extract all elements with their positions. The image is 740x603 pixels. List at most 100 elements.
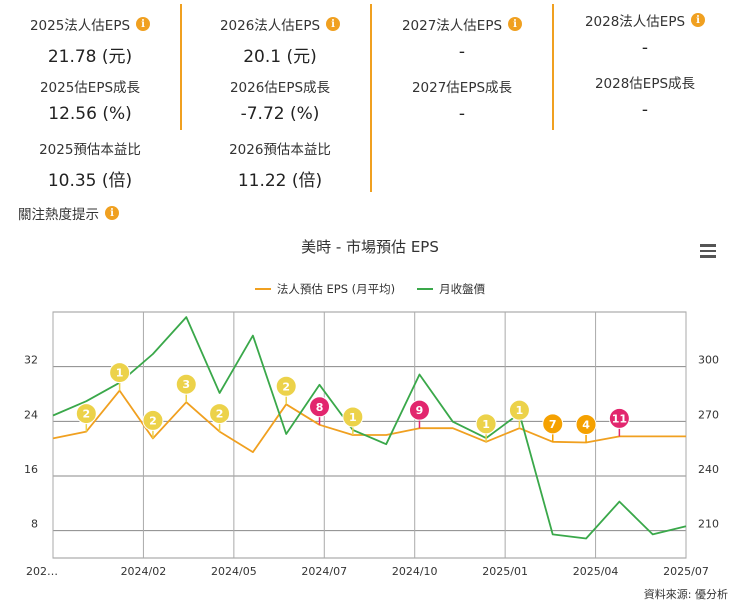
eps-item: 2027估EPS成長 - — [372, 76, 552, 124]
badge-label: 1 — [482, 418, 490, 431]
y-left-tick-label: 8 — [31, 518, 38, 531]
x-tick-label: 2024/07 — [301, 565, 347, 578]
x-tick-label: 2025/01 — [482, 565, 528, 578]
badge-circle — [109, 362, 131, 384]
badge-circle — [575, 414, 597, 436]
data-source: 資料來源: 優分析 — [643, 588, 728, 601]
badge-circle — [142, 409, 164, 431]
x-tick-label: 2025/07 — [663, 565, 709, 578]
badge-circle — [309, 396, 331, 418]
badge-label: 2 — [149, 414, 157, 427]
eps-column-2026: 2026法人估EPS i 20.1 (元) 2026估EPS成長 -7.72 (%) 20… — [190, 4, 372, 192]
badge-circle — [608, 407, 630, 429]
eps-value: 20.1 (元) — [243, 47, 317, 67]
series-line-eps — [52, 389, 686, 454]
badge-label: 1 — [116, 367, 124, 380]
eps-label-text: 2026法人估EPS — [219, 18, 321, 34]
x-tick-label: 2024/02 — [121, 565, 167, 578]
badge-circle — [209, 403, 231, 425]
eps-value: - — [641, 100, 649, 120]
badge-circle — [175, 373, 197, 395]
eps-label: 2026預估本益比 — [229, 138, 331, 158]
chart-legend: 法人預估 EPS (月平均) 月收盤價 — [0, 281, 740, 297]
legend-item-eps[interactable]: 法人預估 EPS (月平均) — [254, 281, 396, 297]
attention-heat-title: 關注熱度提示 — [18, 207, 99, 223]
eps-label-text: 2025法人估EPS — [29, 18, 131, 34]
eps-item: 2025預估本益比 10.35 (倍) — [0, 138, 180, 191]
badge-circle — [275, 375, 297, 397]
eps-label-text: 2027估EPS成長 — [411, 80, 513, 96]
badge-label: 4 — [582, 419, 590, 432]
eps-column-2027: 2027法人估EPS i - 2027估EPS成長 - — [372, 4, 554, 130]
y-left-tick-label: 32 — [24, 354, 38, 367]
eps-value: -7.72 (%) — [240, 104, 320, 124]
eps-item: 2026估EPS成長 -7.72 (%) — [190, 76, 370, 124]
eps-value: 12.56 (%) — [48, 104, 132, 124]
badge-label: 1 — [516, 404, 524, 417]
badge-circle — [342, 406, 364, 428]
badge-label: 8 — [316, 401, 324, 414]
eps-label: 2025估EPS成長 — [40, 76, 140, 96]
eps-value: 10.35 (倍) — [47, 171, 133, 191]
eps-label: 2027估EPS成長 — [412, 76, 512, 96]
eps-label: 2026法人估EPS i — [219, 14, 341, 34]
eps-item: 2026法人估EPS i 20.1 (元) — [190, 14, 370, 67]
series-line-price — [52, 316, 687, 540]
badge-circle — [408, 399, 430, 421]
x-tick-label: 2025/04 — [573, 565, 619, 578]
eps-value: 11.22 (倍) — [237, 171, 323, 191]
badge-label: 3 — [182, 378, 190, 391]
badge-label: 2 — [282, 380, 290, 393]
legend-label-eps: 法人預估 EPS (月平均) — [276, 282, 396, 296]
eps-item: 2028法人估EPS i - — [554, 10, 736, 58]
y-right-tick-label: 240 — [698, 463, 719, 476]
eps-label: 2025預估本益比 — [39, 138, 141, 158]
badge-label: 2 — [82, 408, 90, 421]
legend-label-price: 月收盤價 — [439, 282, 486, 296]
eps-label-text: 2027法人估EPS — [401, 18, 503, 34]
y-right-tick-label: 270 — [698, 408, 719, 421]
eps-label-text: 2028法人估EPS — [584, 14, 686, 30]
badge-label: 7 — [549, 418, 557, 431]
eps-label: 2027法人估EPS i — [401, 14, 523, 34]
info-icon[interactable]: i — [105, 206, 119, 220]
eps-item: 2028估EPS成長 - — [554, 72, 736, 120]
legend-item-revenue[interactable]: 月收盤價 — [417, 281, 485, 297]
eps-label-text: 2026估EPS成長 — [229, 80, 331, 96]
info-icon[interactable]: i — [508, 17, 523, 31]
badge-label: 1 — [349, 411, 357, 424]
legend-swatch-price — [417, 288, 434, 290]
attention-heat-hint[interactable]: 關注熱度提示 i — [18, 203, 119, 223]
eps-item: 2026預估本益比 11.22 (倍) — [190, 138, 370, 191]
eps-label: 2025法人估EPS i — [29, 14, 151, 34]
y-right-tick-label: 300 — [698, 354, 719, 367]
eps-value: - — [458, 42, 466, 62]
info-icon[interactable]: i — [326, 17, 341, 31]
y-right-tick-label: 210 — [698, 518, 719, 531]
info-icon[interactable]: i — [691, 13, 706, 27]
eps-summary-grid: 2025法人估EPS i 21.78 (元) 2025估EPS成長 12.56 (%) 2… — [0, 0, 740, 192]
badge-circle — [75, 403, 97, 425]
eps-value: - — [458, 104, 466, 124]
eps-column-2025: 2025法人估EPS i 21.78 (元) 2025估EPS成長 12.56 (%) 2… — [0, 4, 182, 191]
chart-title: 美時 - 市場預估 EPS — [301, 238, 439, 256]
x-tick-label: 2024/05 — [211, 565, 257, 578]
badge-circle — [508, 399, 530, 421]
info-icon[interactable]: i — [136, 17, 151, 31]
chart-menu-icon[interactable] — [700, 244, 716, 258]
eps-label: 2026估EPS成長 — [230, 76, 330, 96]
eps-value: - — [641, 38, 649, 58]
eps-label-text: 2026預估本益比 — [229, 142, 331, 158]
badge-circle — [542, 413, 564, 435]
eps-column-2028: 2028法人估EPS i - 2028估EPS成長 - — [554, 0, 736, 192]
y-left-tick-label: 24 — [24, 408, 38, 421]
eps-label-text: 2025估EPS成長 — [39, 80, 141, 96]
eps-value: 21.78 (元) — [47, 47, 133, 67]
eps-item: 2025估EPS成長 12.56 (%) — [0, 76, 180, 124]
eps-item: 2025法人估EPS i 21.78 (元) — [0, 14, 180, 67]
eps-label-text: 2025預估本益比 — [39, 142, 141, 158]
eps-label: 2028法人估EPS i — [584, 10, 706, 30]
badge-label: 11 — [612, 412, 627, 425]
x-tick-label: 202… — [26, 565, 58, 578]
